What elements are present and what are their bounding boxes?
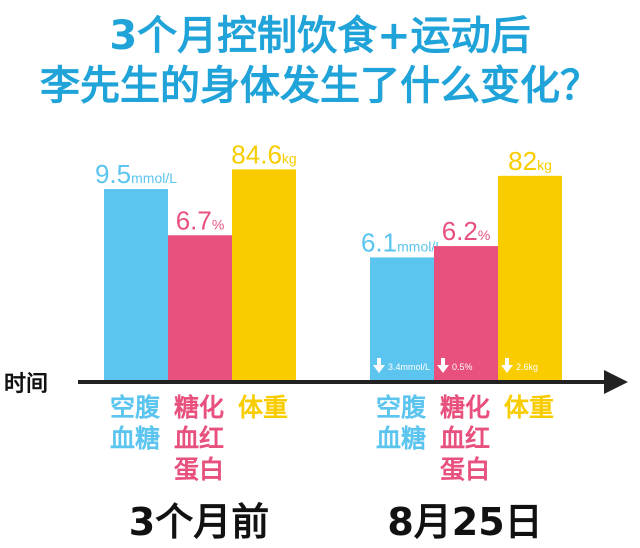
chart-title-line-1: 3个月控制饮食+运动后 bbox=[109, 13, 531, 59]
data-label-number: 82 bbox=[508, 146, 537, 176]
category-label-2-0: 体重 bbox=[238, 393, 289, 422]
category-label-0-0: 空腹 血糖 bbox=[110, 393, 161, 453]
x-axis-arrow-icon bbox=[604, 370, 628, 394]
change-label-0-1: 3.4mmol/L bbox=[388, 362, 430, 372]
data-label-unit: mmol/L bbox=[397, 238, 443, 254]
data-label-1-0: 6.7% bbox=[176, 205, 225, 235]
data-label-unit: kg bbox=[282, 150, 297, 166]
data-label-unit: mmol/L bbox=[131, 170, 177, 186]
group-label-after: 8月25日 bbox=[387, 500, 543, 544]
x-axis-label: 时间 bbox=[4, 372, 48, 397]
bars-layer: 9.5mmol/L6.1mmol/L3.4mmol/L6.7% 6.2%0.5%8… bbox=[95, 139, 562, 380]
category-label-2-1: 体重 bbox=[504, 393, 555, 422]
change-label-1-1: 0.5% bbox=[452, 362, 473, 372]
chart-title-line-2: 李先生的身体发生了什么变化？ bbox=[40, 63, 600, 109]
bar-1-0 bbox=[168, 235, 232, 380]
down-arrow-icon bbox=[501, 358, 513, 373]
category-label-0-1: 空腹 血糖 bbox=[376, 393, 427, 453]
group-label-before: 3个月前 bbox=[128, 500, 270, 544]
data-label-number: 6.2 bbox=[442, 216, 478, 246]
data-label-number: 6.1 bbox=[361, 227, 397, 257]
bar-0-0 bbox=[104, 189, 168, 380]
data-label-0-1: 6.1mmol/L bbox=[361, 227, 443, 257]
change-label-2-1: 2.6kg bbox=[516, 362, 538, 372]
data-label-0-0: 9.5mmol/L bbox=[95, 159, 177, 189]
data-label-number: 84.6 bbox=[231, 139, 282, 169]
data-label-unit: kg bbox=[537, 157, 552, 173]
data-label-number: 9.5 bbox=[95, 159, 131, 189]
category-label-1-0: 糖化 血红 蛋白 bbox=[174, 393, 225, 484]
down-arrow-icon bbox=[437, 358, 449, 373]
data-label-unit: % bbox=[478, 227, 490, 243]
data-label-1-1: 6.2% bbox=[442, 216, 491, 246]
data-label-2-1: 82kg bbox=[508, 146, 552, 176]
data-label-unit: % bbox=[212, 216, 224, 232]
data-label-2-0: 84.6kg bbox=[231, 139, 296, 169]
down-arrow-icon bbox=[373, 358, 385, 373]
bar-2-1 bbox=[498, 175, 562, 380]
bar-1-1 bbox=[434, 246, 498, 380]
data-label-number: 6.7 bbox=[176, 205, 212, 235]
category-label-1-1: 糖化 血红 蛋白 bbox=[440, 393, 491, 484]
bar-2-0 bbox=[232, 169, 296, 380]
